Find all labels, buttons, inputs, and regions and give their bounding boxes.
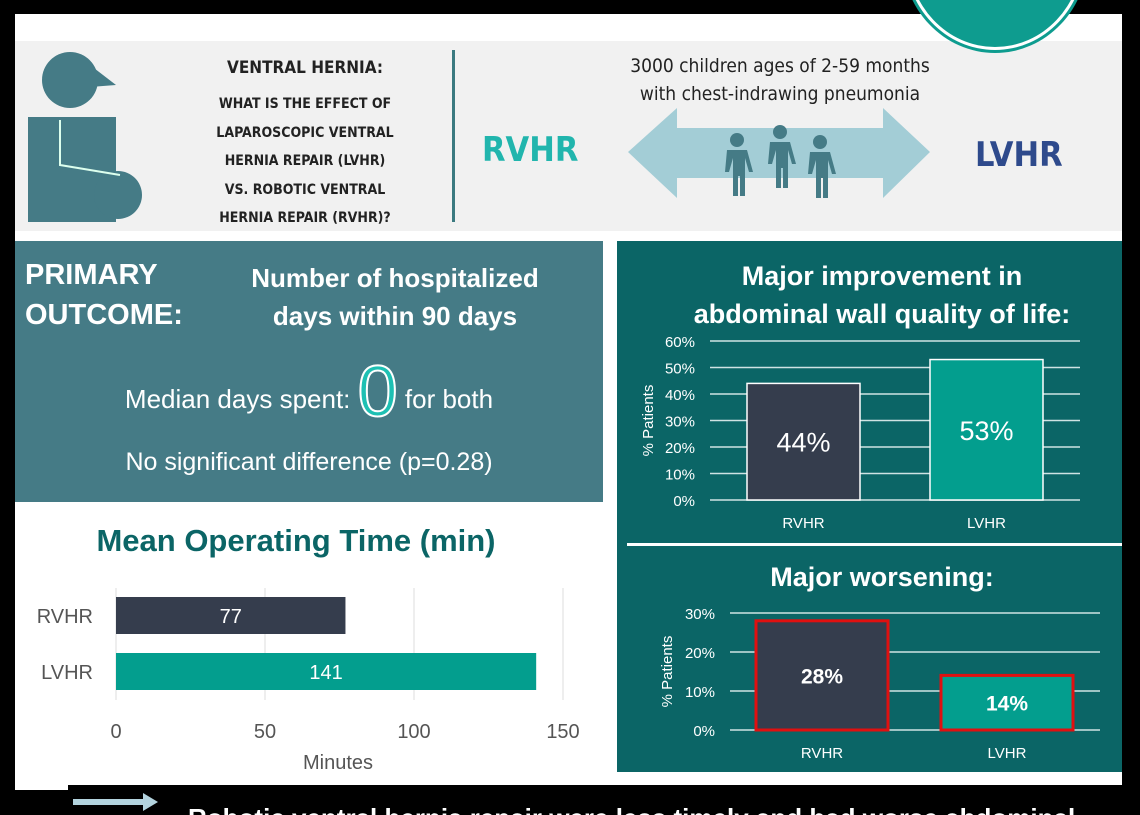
chart-title: Major improvement in [742,261,1023,291]
x-tick-label: 100 [397,721,430,743]
y-axis-label: % Patients [659,636,676,708]
question-line: WHAT IS THE EFFECT OF [218,96,392,112]
question-line: LAPAROSCOPIC VENTRAL [216,124,394,141]
category-label: RVHR [37,606,93,628]
population-line: with chest-indrawing pneumonia [639,83,921,105]
question-text: WHAT IS THE EFFECT OF LAPAROSCOPIC VENTR… [175,90,435,233]
improvement-chart: Major improvement in abdominal wall quali… [640,261,1080,532]
conclusion-bar: Robotic ventral hernia repair were less … [68,785,1122,815]
category-label: LVHR [967,515,1006,532]
worsening-chart: Major worsening: 0% 10% 20% 30% % Patients 28%… [659,562,1100,762]
x-axis-label: Minutes [303,752,373,774]
population-text: 3000 children ages of 2-59 months with c… [560,52,1000,108]
significance-text: No significant difference (p=0.28) [125,448,493,476]
comparison-arrow-icon [628,108,930,198]
children-icon [725,125,836,198]
y-tick-label: 20% [685,645,715,662]
bar-rvhr [754,619,890,732]
data-label: 77 [220,606,242,628]
y-tick-label: 40% [665,387,695,404]
bar-lvhr [939,673,1075,732]
y-tick-label: 10% [685,684,715,701]
question-line: VS. ROBOTIC VENTRAL [224,181,386,198]
question-title: VENTRAL HERNIA: [227,58,383,78]
y-tick-label: 30% [685,606,715,623]
chart-title: abdominal wall quality of life: [694,299,1071,329]
header-banner [15,41,1122,231]
y-tick-label: 30% [665,414,695,431]
category-label: LVHR [41,662,93,684]
question-line: HERNIA REPAIR (RVHR)? [219,210,391,226]
x-tick-label: 150 [546,721,579,743]
measure-line: Number of hospitalized [251,263,539,293]
bar-lvhr [116,653,537,690]
y-axis-label: % Patients [640,385,657,457]
category-label: LVHR [988,745,1027,762]
patient-icon [28,52,142,222]
chart-title: Mean Operating Time (min) [96,523,495,558]
question-line: HERNIA REPAIR (LVHR) [224,153,386,169]
median-suffix: for both [404,384,494,414]
primary-outcome-panel: PRIMARY OUTCOME: Number of hospitalized … [15,241,603,502]
y-tick-label: 60% [665,334,695,351]
category-label: RVHR [782,515,824,532]
y-tick-label: 20% [665,440,695,457]
data-label: 53% [959,416,1013,446]
data-label: 28% [801,665,843,688]
median-value: 0 [357,351,399,433]
bar-rvhr [746,382,861,501]
population-line: 3000 children ages of 2-59 months [630,55,930,77]
label-line: PRIMARY [25,259,158,291]
category-label: RVHR [801,745,843,762]
median-prefix: Median days spent: [124,384,351,414]
y-tick-label: 0% [673,493,695,510]
arrow-right-icon [73,793,158,811]
primary-outcome-label: PRIMARY OUTCOME: [25,255,183,335]
label-line: OUTCOME: [25,299,183,331]
primary-outcome-measure: Number of hospitalized days within 90 da… [230,259,560,335]
x-tick-label: 50 [254,721,276,743]
y-tick-label: 0% [693,723,715,740]
bar-rvhr [116,597,346,634]
median-row: Median days spent: 0 for both [15,351,603,433]
divider [452,50,455,222]
x-tick-label: 0 [110,721,121,743]
y-tick-label: 50% [665,361,695,378]
data-label: 141 [309,662,342,684]
measure-line: days within 90 days [272,301,518,331]
chart-title: Major worsening: [770,562,994,592]
rvhr-arm-label: RVHR [482,130,579,170]
data-label: 44% [776,428,830,458]
bar-lvhr [929,358,1044,501]
panel-separator [627,543,1122,546]
operating-time-chart: Mean Operating Time (min) 0 50 100 150 77 RVHR… [37,523,580,774]
lvhr-arm-label: LVHR [975,135,1063,175]
data-label: 14% [986,693,1028,716]
y-tick-label: 10% [665,467,695,484]
conclusion-text: Robotic ventral hernia repair were less … [188,803,1075,815]
